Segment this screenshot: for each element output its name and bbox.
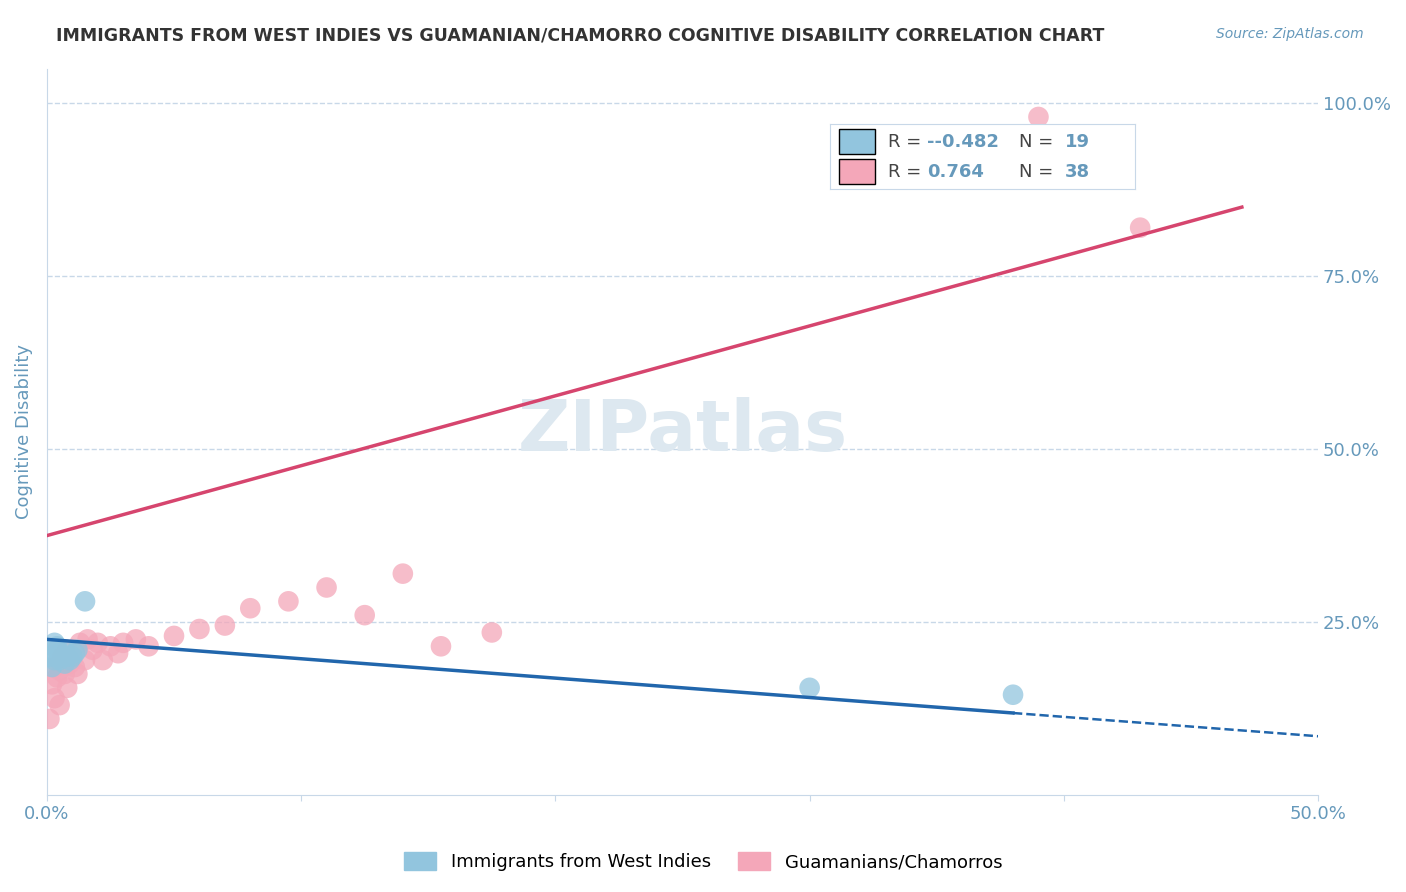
Point bbox=[69, 636, 91, 650]
Point bbox=[44, 691, 66, 706]
Point bbox=[53, 657, 76, 671]
Point bbox=[1129, 220, 1152, 235]
Point bbox=[60, 649, 83, 664]
Point bbox=[44, 653, 66, 667]
FancyBboxPatch shape bbox=[839, 128, 876, 153]
Point bbox=[1028, 110, 1050, 124]
Point bbox=[66, 642, 89, 657]
Point bbox=[48, 653, 70, 667]
Point bbox=[239, 601, 262, 615]
Point bbox=[60, 649, 83, 664]
Point bbox=[41, 660, 63, 674]
Point bbox=[38, 712, 60, 726]
Point bbox=[353, 608, 375, 623]
Point bbox=[91, 653, 114, 667]
Point bbox=[125, 632, 148, 647]
Point bbox=[48, 646, 70, 660]
Point bbox=[38, 649, 60, 664]
Text: IMMIGRANTS FROM WEST INDIES VS GUAMANIAN/CHAMORRO COGNITIVE DISABILITY CORRELATI: IMMIGRANTS FROM WEST INDIES VS GUAMANIAN… bbox=[56, 27, 1105, 45]
Point bbox=[56, 642, 79, 657]
Point bbox=[56, 649, 79, 664]
Point bbox=[73, 653, 96, 667]
Point bbox=[138, 640, 160, 654]
Point bbox=[392, 566, 415, 581]
Point bbox=[46, 640, 69, 654]
Point bbox=[56, 681, 79, 695]
Point bbox=[51, 649, 73, 664]
Point bbox=[100, 640, 122, 654]
Point bbox=[112, 636, 135, 650]
Text: R =: R = bbox=[887, 133, 927, 151]
Text: 0.764: 0.764 bbox=[927, 163, 984, 181]
Point bbox=[87, 636, 110, 650]
Point bbox=[76, 632, 98, 647]
Legend: Immigrants from West Indies, Guamanians/Chamorros: Immigrants from West Indies, Guamanians/… bbox=[396, 845, 1010, 879]
Text: ZIPatlas: ZIPatlas bbox=[517, 397, 848, 467]
Point bbox=[59, 657, 82, 671]
Point bbox=[63, 660, 86, 674]
Point bbox=[44, 636, 66, 650]
Point bbox=[44, 660, 66, 674]
Point bbox=[1002, 688, 1025, 702]
Point bbox=[315, 581, 337, 595]
Point bbox=[799, 681, 821, 695]
Point bbox=[53, 642, 76, 657]
Text: R =: R = bbox=[887, 163, 932, 181]
Point bbox=[66, 667, 89, 681]
Point bbox=[48, 698, 70, 712]
Point bbox=[46, 642, 69, 657]
Point bbox=[41, 677, 63, 691]
Point bbox=[188, 622, 211, 636]
Text: N =: N = bbox=[1019, 163, 1059, 181]
Point bbox=[63, 646, 86, 660]
Point bbox=[59, 653, 82, 667]
Point bbox=[73, 594, 96, 608]
FancyBboxPatch shape bbox=[839, 160, 876, 185]
Point bbox=[46, 670, 69, 684]
Text: Source: ZipAtlas.com: Source: ZipAtlas.com bbox=[1216, 27, 1364, 41]
Y-axis label: Cognitive Disability: Cognitive Disability bbox=[15, 344, 32, 519]
Point bbox=[214, 618, 236, 632]
Point bbox=[277, 594, 299, 608]
Point bbox=[107, 646, 129, 660]
Point bbox=[51, 649, 73, 664]
Point bbox=[163, 629, 186, 643]
Text: --0.482: --0.482 bbox=[927, 133, 1000, 151]
Text: N =: N = bbox=[1019, 133, 1059, 151]
Text: 19: 19 bbox=[1064, 133, 1090, 151]
Point bbox=[430, 640, 453, 654]
Point bbox=[82, 642, 104, 657]
Text: 38: 38 bbox=[1064, 163, 1090, 181]
Point bbox=[481, 625, 503, 640]
Point bbox=[48, 664, 70, 678]
Point bbox=[53, 667, 76, 681]
